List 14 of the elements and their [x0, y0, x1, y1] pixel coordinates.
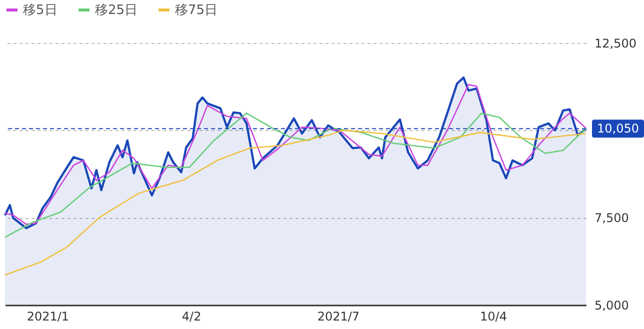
x-tick-label: 2021/1: [26, 310, 70, 324]
line-series: [4, 112, 587, 238]
ref-line-label: 10,050: [597, 122, 639, 136]
x-tick-label: 2021/7: [317, 310, 360, 324]
y-tick-label: 7,500: [594, 211, 629, 226]
legend-label: 移25日: [95, 3, 138, 18]
y-tick-label: 5,000: [594, 298, 629, 312]
line-series: [4, 84, 587, 225]
x-tick-label: 4/2: [182, 310, 202, 324]
line-series: [4, 130, 587, 276]
y-tick-label: 12,500: [594, 36, 636, 50]
legend-label: 移5日: [23, 3, 58, 18]
legend-label: 移75日: [175, 3, 218, 18]
x-tick-label: 10/4: [480, 310, 507, 324]
